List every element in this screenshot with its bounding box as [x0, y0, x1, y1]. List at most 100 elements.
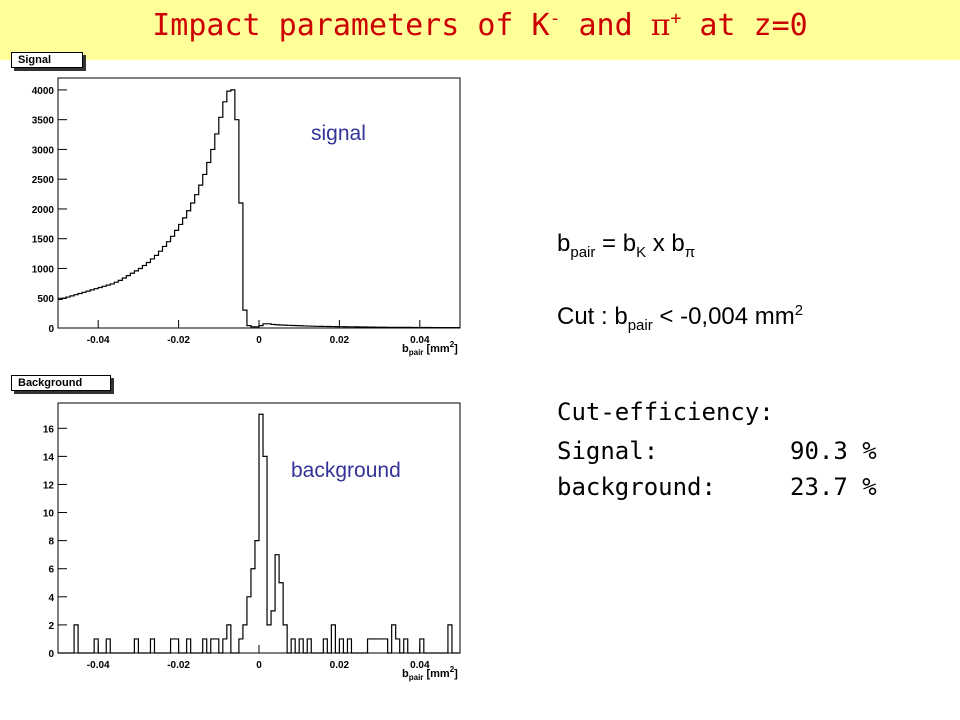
signal-bin: [235, 120, 239, 328]
signal-bin: [159, 251, 163, 328]
background-plot-tab: Background: [11, 375, 111, 391]
signal-bin: [215, 134, 219, 328]
background-bin: [448, 625, 452, 653]
background-bin: [175, 639, 179, 653]
signal-bin: [211, 149, 215, 328]
background-histogram-line: [58, 413, 460, 654]
background-bin: [211, 639, 215, 653]
background-bin: [215, 639, 219, 653]
signal-bin: [126, 276, 130, 328]
signal-y-tick-label: 4000: [32, 86, 55, 97]
background-bin: [239, 639, 243, 653]
signal-bin: [195, 195, 199, 328]
signal-bin: [207, 163, 211, 328]
signal-y-tick-label: 3500: [32, 116, 55, 127]
signal-x-tick-label: 0.04: [410, 335, 430, 346]
signal-bin: [78, 293, 82, 328]
background-bin: [384, 639, 388, 653]
background-bin: [247, 597, 251, 653]
signal-bin: [243, 310, 247, 328]
background-y-tick-label: 10: [43, 509, 55, 520]
background-bin: [271, 611, 275, 653]
background-bin: [203, 639, 207, 653]
title-bar: [0, 0, 960, 60]
background-bin: [275, 555, 279, 653]
signal-overlay-label: signal: [311, 122, 366, 145]
signal-bin: [154, 255, 158, 328]
cut-definition: Cut : bpair < -0,004 mm2: [557, 302, 804, 334]
background-overlay-label: background: [291, 459, 401, 482]
background-y-tick-label: 6: [48, 565, 54, 576]
signal-bin: [146, 263, 150, 328]
signal-y-tick-label: 2500: [32, 175, 55, 186]
background-bin: [106, 639, 110, 653]
signal-bin: [219, 117, 223, 328]
signal-bin: [90, 290, 94, 328]
background-bin: [380, 639, 384, 653]
background-bin: [243, 625, 247, 653]
signal-bin: [150, 259, 154, 328]
background-bin: [372, 639, 376, 653]
background-y-tick-label: 8: [48, 537, 54, 548]
signal-bin: [66, 297, 70, 328]
background-x-tick-label: -0.02: [167, 660, 190, 671]
signal-bin: [102, 286, 106, 328]
bpair-definition: bpair = bK x bπ: [557, 230, 696, 261]
signal-bin: [191, 203, 195, 328]
slide-title: Impact parameters of K- and π+ at z=0: [152, 8, 808, 43]
signal-bin: [267, 324, 271, 328]
signal-x-tick-label: 0.02: [330, 335, 350, 346]
signal-bin: [74, 295, 78, 328]
background-bin: [307, 639, 311, 653]
signal-x-axis-label: bpair [mm2]: [402, 340, 458, 357]
signal-bin: [199, 185, 203, 328]
efficiency-background-value: 23.7 %: [790, 473, 877, 501]
signal-bin: [142, 266, 146, 329]
signal-bin: [183, 218, 187, 328]
background-bin: [339, 639, 343, 653]
efficiency-heading: Cut-efficiency:: [557, 398, 774, 426]
background-y-tick-label: 14: [43, 452, 55, 463]
signal-plot-tab: Signal: [11, 52, 83, 68]
efficiency-signal-value: 90.3 %: [790, 437, 877, 465]
background-bin: [392, 625, 396, 653]
signal-bin: [239, 203, 243, 328]
background-bin: [251, 569, 255, 653]
signal-bin: [203, 174, 207, 328]
background-bin: [331, 625, 335, 653]
background-x-tick-label: 0.04: [410, 660, 430, 671]
background-bin: [227, 625, 231, 653]
background-y-tick-label: 12: [43, 480, 55, 491]
signal-x-tick-label: 0: [256, 335, 262, 346]
background-bin: [259, 414, 263, 653]
background-x-axis-label: bpair [mm2]: [402, 665, 458, 682]
background-bin: [267, 625, 271, 653]
background-bin: [404, 639, 408, 653]
background-bin: [187, 639, 191, 653]
signal-bin: [86, 291, 90, 328]
signal-frame: [57, 77, 461, 329]
signal-bin: [62, 298, 66, 328]
background-bin: [223, 639, 227, 653]
background-y-tick-label: 4: [48, 593, 54, 604]
background-bin: [255, 541, 259, 653]
background-x-tick-label: -0.04: [87, 660, 110, 671]
signal-bin: [231, 90, 235, 328]
signal-bin: [223, 102, 227, 328]
signal-bin: [179, 224, 183, 328]
background-bin: [368, 639, 372, 653]
efficiency-signal-label: Signal:: [557, 437, 659, 465]
signal-bin: [167, 242, 171, 328]
signal-histogram-line: [58, 89, 460, 329]
signal-bin: [70, 296, 74, 328]
signal-bin: [122, 278, 126, 328]
signal-bin: [118, 280, 122, 328]
background-bin: [396, 639, 400, 653]
signal-x-tick-label: -0.04: [87, 335, 110, 346]
background-bin: [263, 456, 267, 653]
background-y-tick-label: 16: [43, 424, 55, 435]
signal-bin: [171, 236, 175, 328]
signal-bin: [106, 285, 110, 328]
background-bin: [134, 639, 138, 653]
background-y-tick-label: 2: [48, 621, 54, 632]
